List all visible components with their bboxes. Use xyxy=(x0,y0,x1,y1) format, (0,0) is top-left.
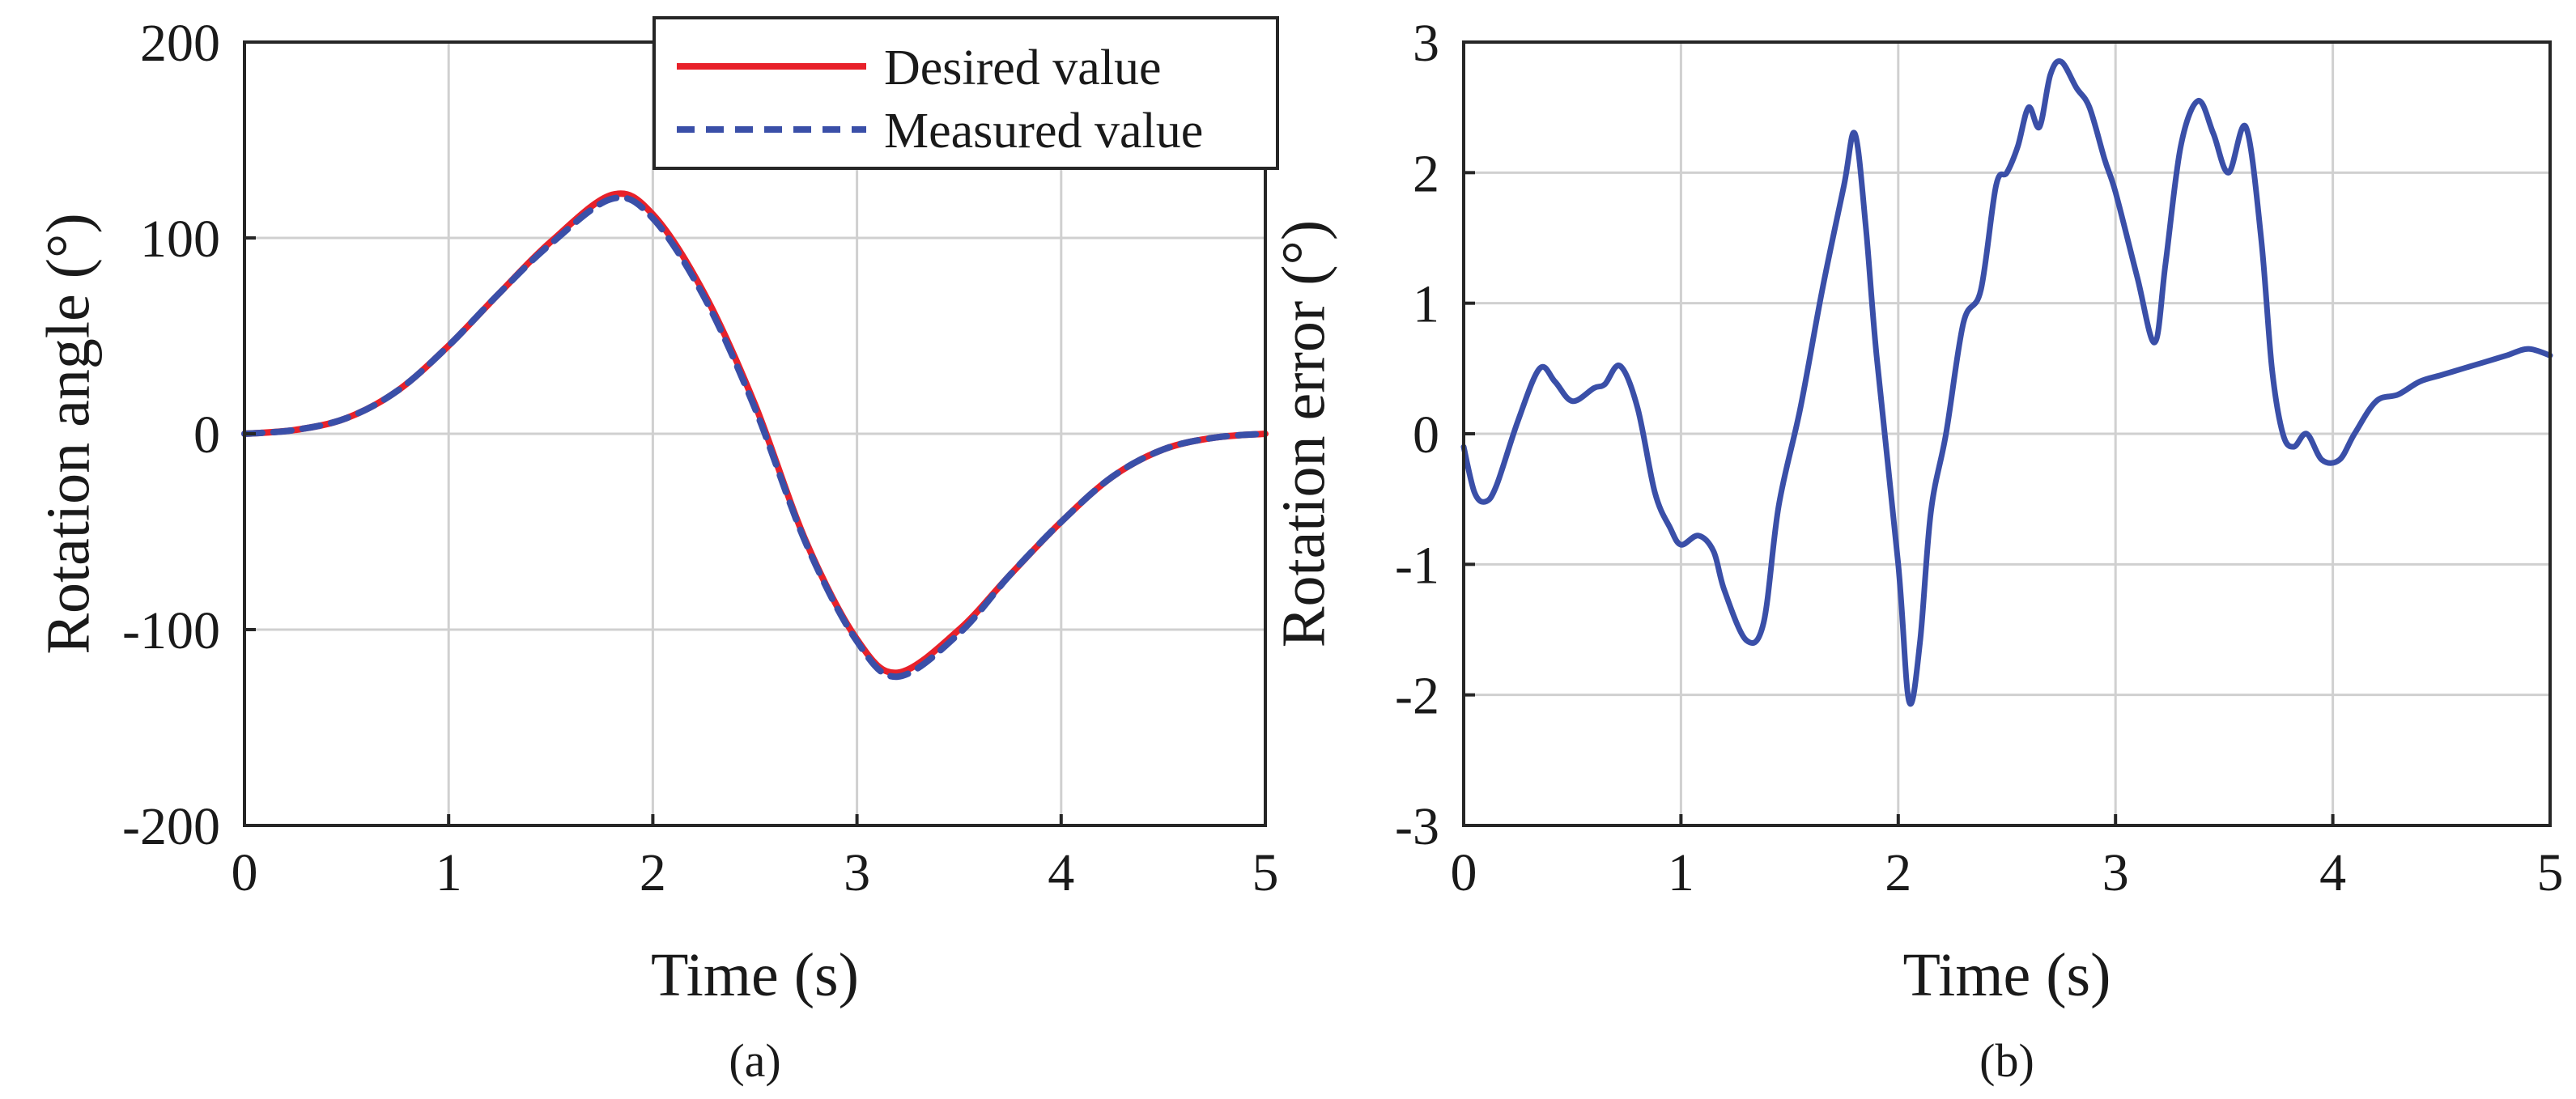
panel-a-y-tick-label: 100 xyxy=(140,210,220,269)
panel-a-y-tick-label: -100 xyxy=(122,601,220,660)
panel-a-x-tick-label: 2 xyxy=(640,843,666,902)
panel-b-x-axis-label: Time (s) xyxy=(1903,941,2111,1009)
panel-a-y-tick-label: -200 xyxy=(122,797,220,856)
panel-b-x-tick-label: 3 xyxy=(2102,843,2129,902)
panel-a-x-tick-label: 0 xyxy=(232,843,258,902)
panel-b-rotation-error: 0 1 2 3 4 5 -3 -2 -1 0 1 2 3 Time (s) Rotation error… xyxy=(1269,14,2563,1087)
panel-b-y-tick-label: 0 xyxy=(1413,405,1439,465)
legend-label-desired: Desired value xyxy=(884,40,1162,95)
panel-a-x-tick-label: 5 xyxy=(1252,843,1279,902)
legend-box xyxy=(653,16,1279,170)
panel-a-x-tick-label: 3 xyxy=(844,843,870,902)
panel-b-x-tick-label: 2 xyxy=(1885,843,1911,902)
legend: Desired value Measured value xyxy=(653,16,1279,170)
panel-b-caption: (b) xyxy=(1979,1034,2034,1087)
panel-b-y-tick-label: -3 xyxy=(1395,797,1439,856)
panel-a-y-axis-label: Rotation angle (°) xyxy=(34,213,102,654)
panel-a-caption: (a) xyxy=(729,1034,780,1087)
panel-b-x-tick-label: 4 xyxy=(2319,843,2346,902)
panel-b-y-tick-label: 1 xyxy=(1413,275,1439,334)
panel-a-x-tick-label: 4 xyxy=(1048,843,1074,902)
panel-a-x-axis-label: Time (s) xyxy=(651,941,859,1009)
panel-b-y-tick-label: 3 xyxy=(1413,14,1439,73)
panel-a-x-tick-label: 1 xyxy=(436,843,462,902)
legend-label-measured: Measured value xyxy=(884,104,1203,159)
panel-b-x-tick-label: 5 xyxy=(2537,843,2564,902)
panel-b-series-line-0 xyxy=(1460,58,2553,707)
panel-b-x-tick-label: 1 xyxy=(1668,843,1694,902)
panel-a-y-tick-label: 0 xyxy=(193,405,220,465)
panel-b-x-tick-label: 0 xyxy=(1451,843,1477,902)
panel-a-y-tick-label: 200 xyxy=(140,14,220,73)
panel-b-y-axis-label: Rotation error (°) xyxy=(1269,220,1337,647)
panel-a-series-line-1 xyxy=(241,194,1269,681)
panel-b-y-tick-label: 2 xyxy=(1413,144,1439,203)
panel-b-y-tick-label: -2 xyxy=(1395,667,1439,726)
panel-a-rotation-angle: 0 1 2 3 4 5 -200 -100 0 100 200 Time (s) Rotation … xyxy=(34,14,1279,1087)
panel-b-y-tick-label: -1 xyxy=(1395,536,1439,595)
